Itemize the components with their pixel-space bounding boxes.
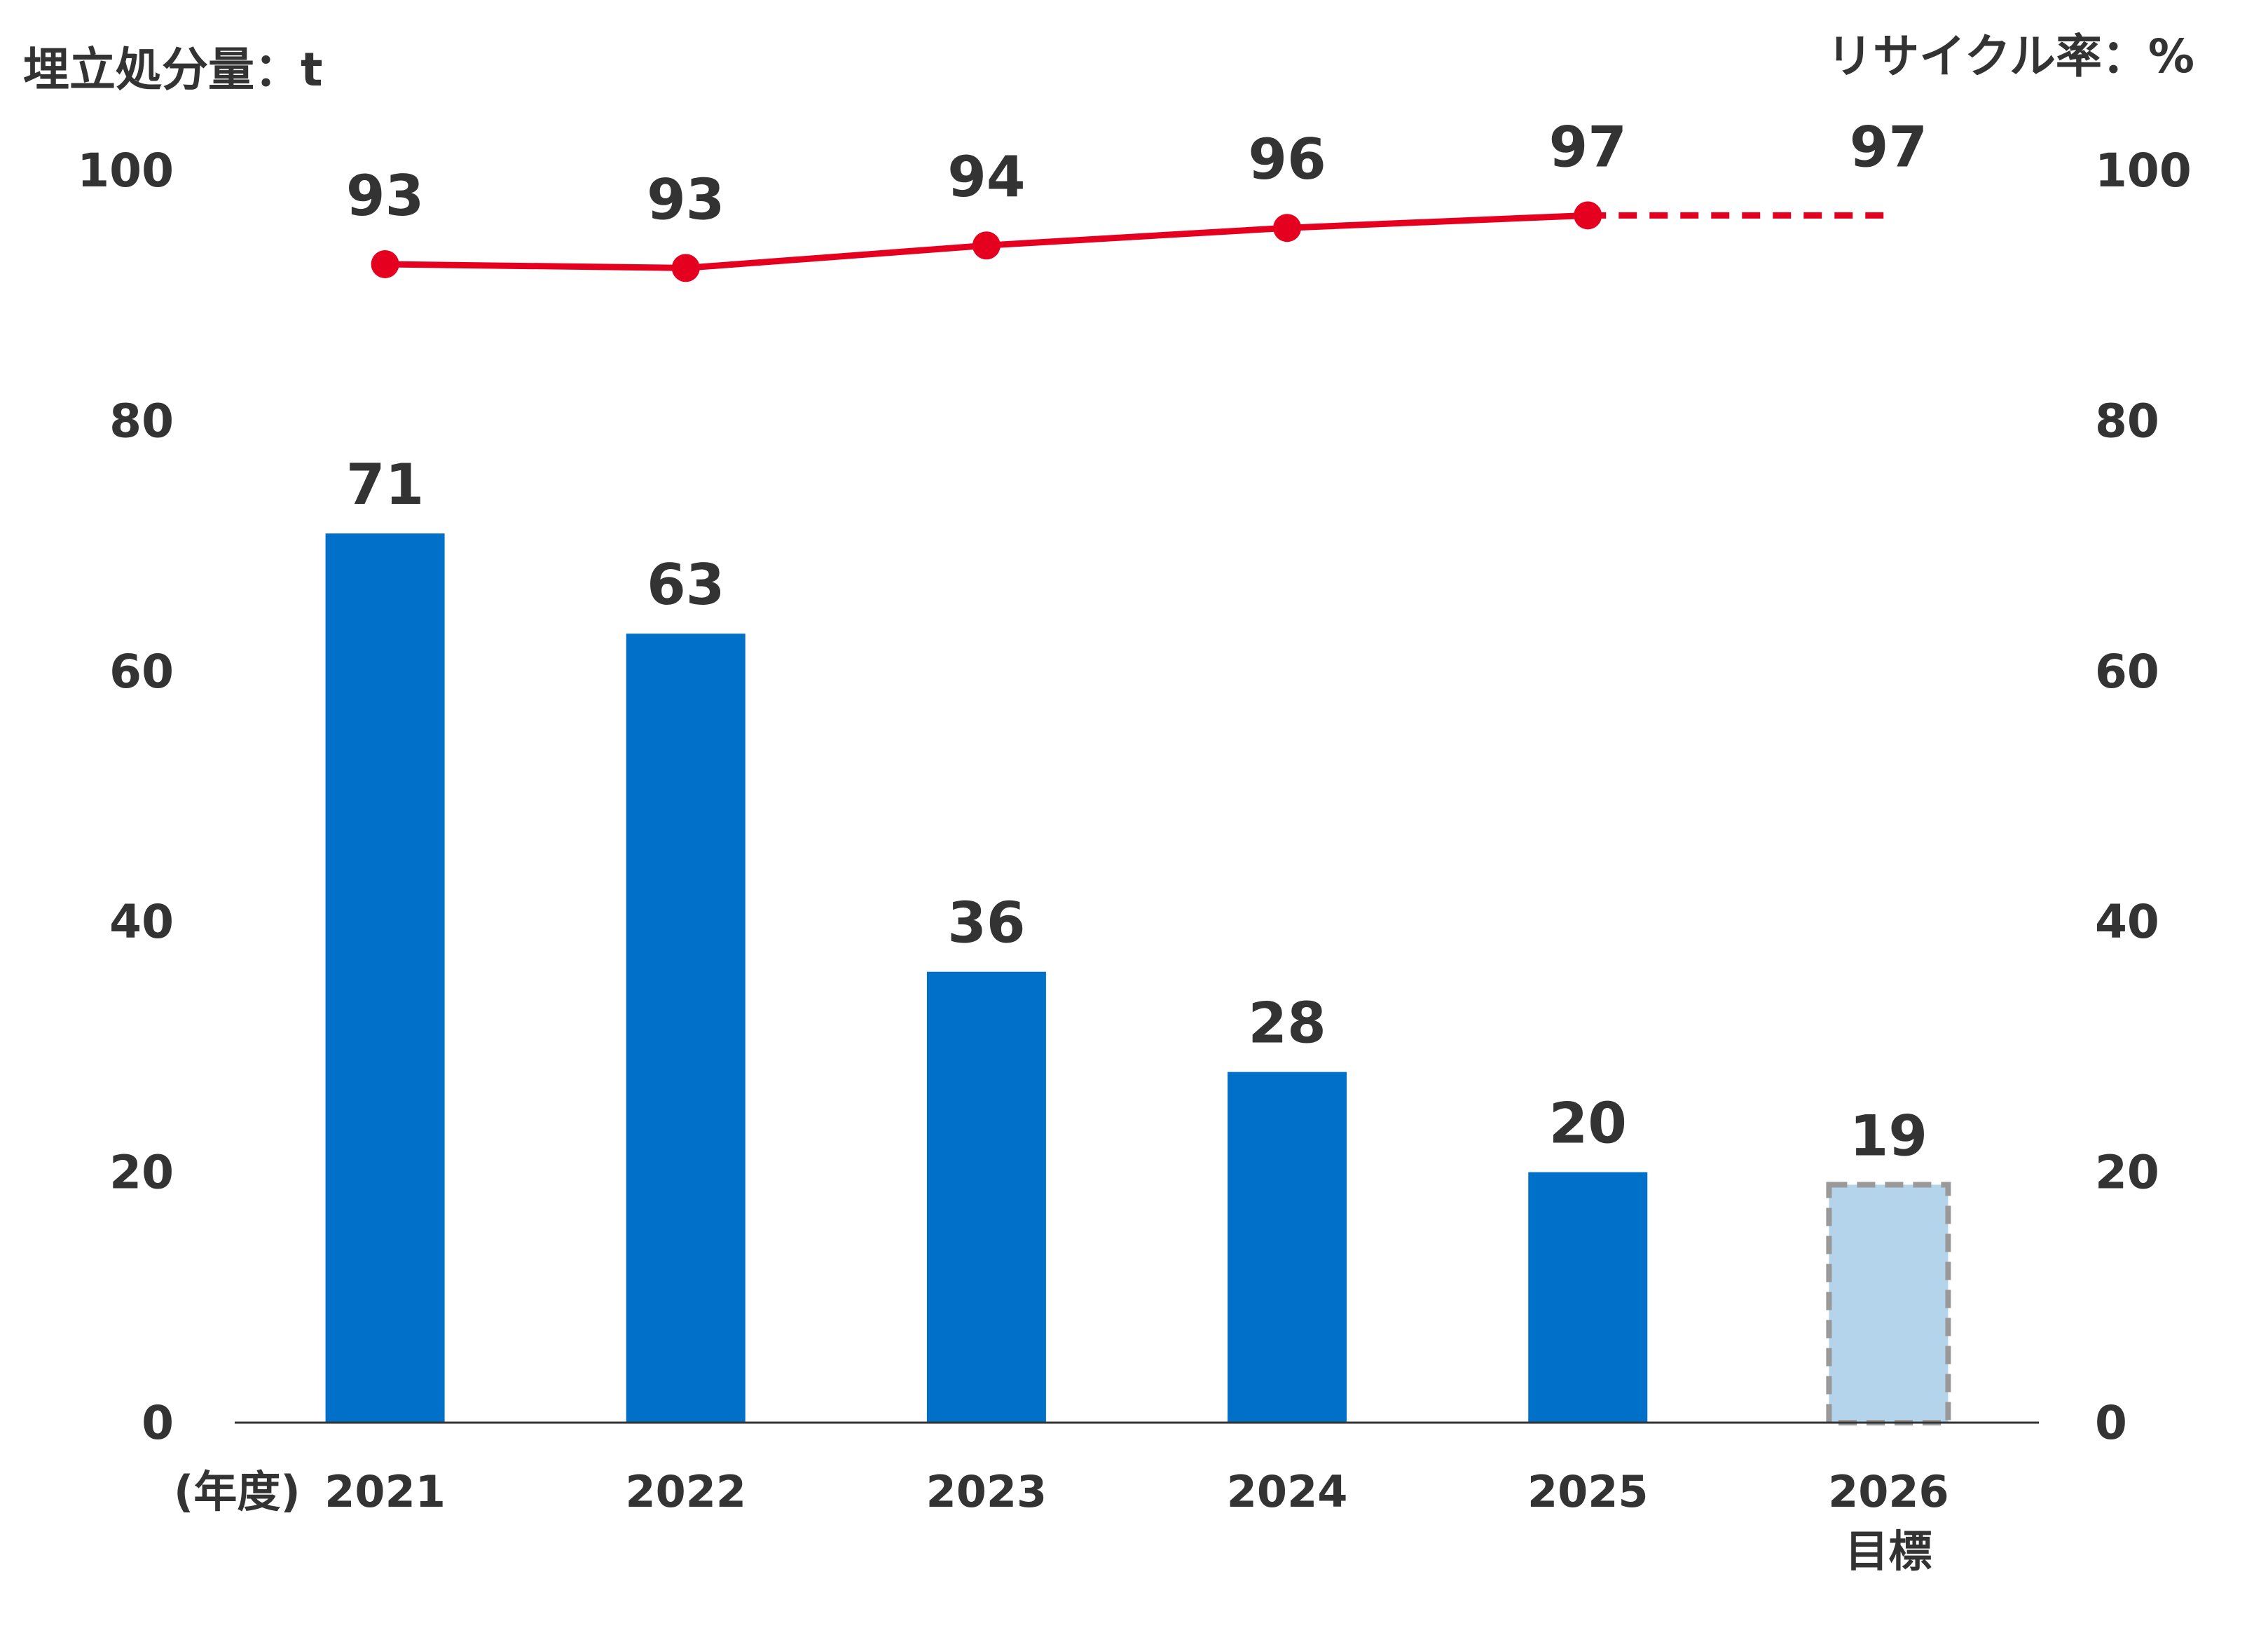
right-tick-label-40: 40 <box>2095 895 2159 949</box>
category-sublabel-2026: 目標 <box>1845 1526 1932 1577</box>
recycling-rate-point-2023 <box>972 231 1001 260</box>
right-tick-label-100: 100 <box>2095 144 2192 198</box>
left-tick-label-60: 60 <box>109 645 174 699</box>
x-axis-unit-label: (年度) <box>174 1466 301 1517</box>
category-label-2025: 2025 <box>1527 1466 1649 1517</box>
left-tick-label-0: 0 <box>142 1396 174 1450</box>
recycling-rate-label-2022: 93 <box>647 167 724 232</box>
bar-2025 <box>1528 1172 1648 1423</box>
recycling-rate-point-2021 <box>371 250 399 279</box>
bar-2023 <box>926 971 1046 1423</box>
left-tick-label-40: 40 <box>109 895 174 949</box>
left-tick-label-80: 80 <box>109 394 174 448</box>
bar-series <box>325 533 1951 1425</box>
right-tick-label-80: 80 <box>2095 394 2159 448</box>
recycling-rate-label-2023: 94 <box>947 144 1025 210</box>
category-label-2026: 2026 <box>1828 1466 1949 1517</box>
recycling-rate-label-2024: 96 <box>1248 127 1326 192</box>
bar-value-label-2024: 28 <box>1248 991 1326 1056</box>
bar-value-label-2026: 19 <box>1850 1103 1927 1168</box>
left-tick-label-100: 100 <box>77 144 174 198</box>
recycling-rate-label-2021: 93 <box>346 163 424 228</box>
bar-2024 <box>1228 1072 1347 1423</box>
left-axis-ticks: 0 20 40 60 80 100 <box>77 144 174 1450</box>
left-axis-title-group: 埋立処分量：t <box>23 43 323 97</box>
recycling-rate-label-2026: 97 <box>1850 114 1927 179</box>
recycling-rate-line-series <box>371 201 1889 282</box>
right-axis-ticks: 0 20 40 60 80 100 <box>2095 144 2192 1450</box>
right-tick-label-60: 60 <box>2095 645 2159 699</box>
right-axis-title: リサイクル率：% <box>1827 29 2194 83</box>
bar-target-2026 <box>1826 1182 1951 1425</box>
right-tick-label-20: 20 <box>2095 1146 2159 1200</box>
left-axis-title: 埋立処分量：t <box>23 43 323 97</box>
bar-value-label-2022: 63 <box>647 552 724 617</box>
category-label-2024: 2024 <box>1227 1466 1348 1517</box>
bar-value-label-2025: 20 <box>1549 1091 1627 1156</box>
bar-value-label-2023: 36 <box>947 891 1025 956</box>
recycling-rate-point-2025 <box>1574 201 1602 230</box>
category-label-2023: 2023 <box>926 1466 1047 1517</box>
bar-2022 <box>626 634 745 1423</box>
recycling-rate-point-2024 <box>1273 214 1302 242</box>
recycling-rate-point-2022 <box>671 254 700 282</box>
bar-2021 <box>325 533 445 1423</box>
bar-value-label-2021: 71 <box>346 452 424 517</box>
right-axis-title-group: リサイクル率：% <box>1827 29 2194 83</box>
left-tick-label-20: 20 <box>109 1146 174 1200</box>
recycling-rate-data-labels: 93 93 94 96 97 97 <box>346 114 1927 232</box>
category-label-2021: 2021 <box>324 1466 446 1517</box>
bar-data-labels: 71 63 36 28 20 19 <box>346 452 1927 1168</box>
recycling-rate-label-2025: 97 <box>1549 114 1627 179</box>
x-axis-category-labels: (年度) 2021 2022 2023 2024 2025 2026 目標 <box>174 1466 1949 1577</box>
right-tick-label-0: 0 <box>2095 1396 2127 1450</box>
category-label-2022: 2022 <box>625 1466 746 1517</box>
